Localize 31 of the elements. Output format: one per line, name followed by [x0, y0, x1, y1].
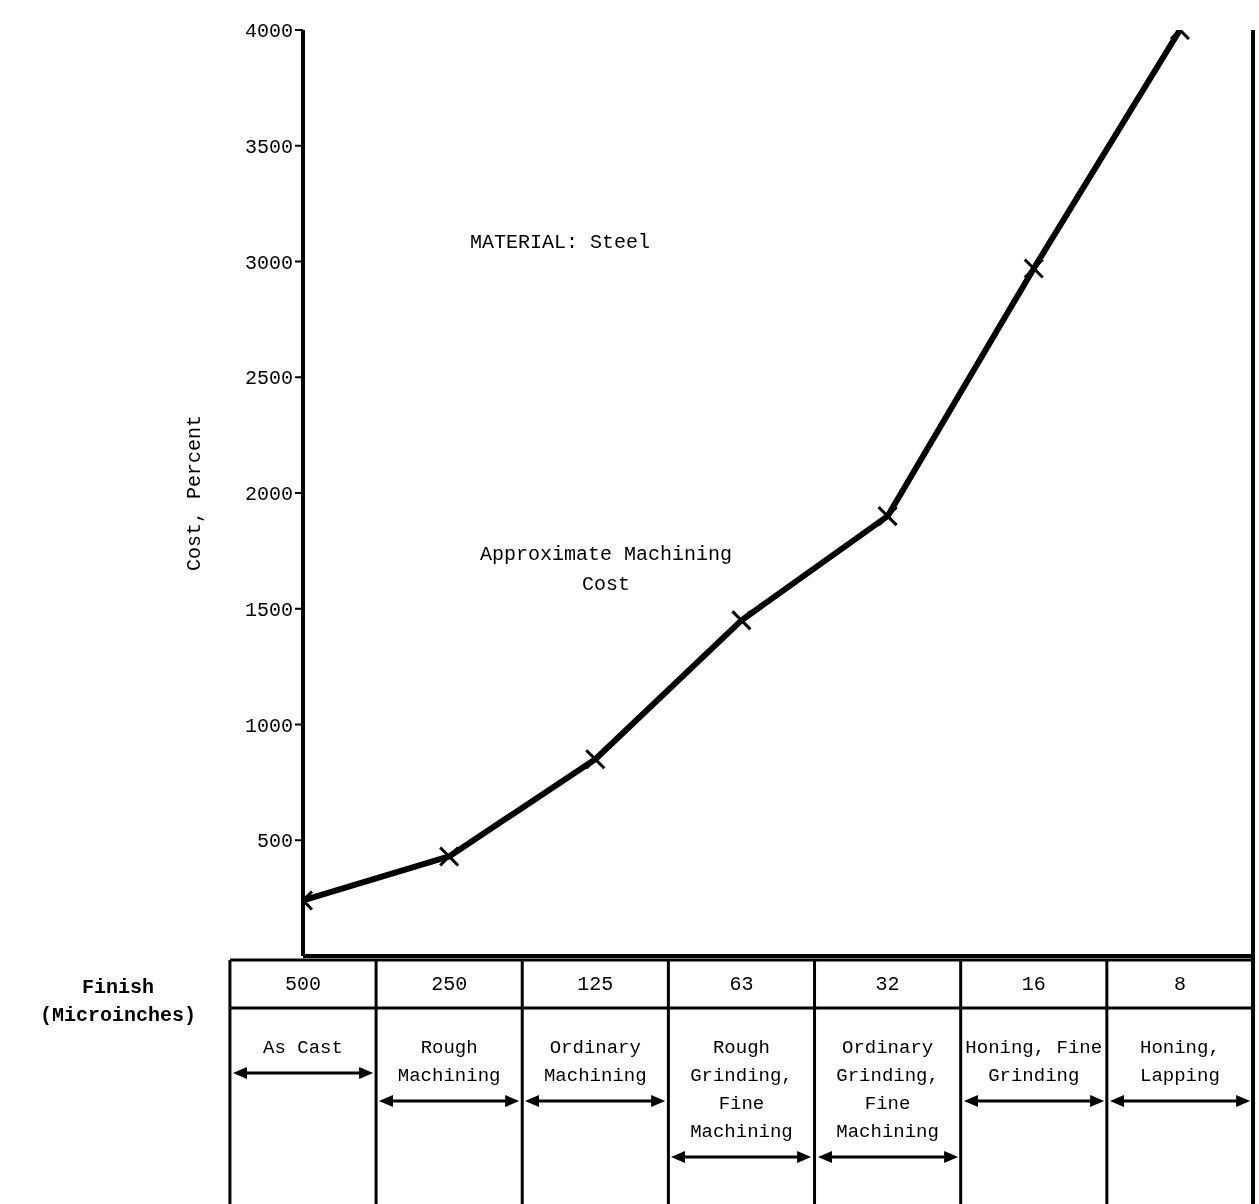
y-axis-title: Cost, Percent: [183, 414, 207, 572]
y-tick-label: 1000: [244, 714, 293, 738]
point: [730, 609, 752, 631]
text: Honing, Lapping: [1139, 1036, 1221, 1089]
x-tick-label: 8: [1173, 973, 1186, 997]
point: [1023, 257, 1045, 279]
y-tick-label: 500: [256, 830, 293, 854]
annotation: Approximate Machining Cost: [478, 542, 733, 598]
x-tick-label: 250: [431, 973, 468, 997]
x-tick-label: 16: [1021, 973, 1046, 997]
point: [877, 505, 899, 527]
text: Honing, Fine Grinding: [964, 1036, 1104, 1089]
y-tick-label: 3500: [244, 135, 293, 159]
x-tick-label: 125: [577, 973, 614, 997]
x-tick-label: 500: [284, 973, 322, 997]
text: Ordinary Machining: [542, 1036, 648, 1089]
x-tick-label: 32: [875, 973, 900, 997]
y-tick-label: 3000: [244, 251, 293, 275]
annotation: MATERIAL: Steel: [469, 230, 651, 256]
text: Ordinary Grinding, Fine Machining: [835, 1036, 940, 1145]
point: [584, 748, 606, 770]
x-axis-title: Finish (Microinches): [39, 975, 197, 1029]
text: Rough Grinding, Fine Machining: [689, 1036, 794, 1145]
text: As Cast: [262, 1036, 344, 1061]
y-tick-label: 2500: [244, 367, 293, 391]
text: Rough Machining: [396, 1036, 502, 1089]
y-tick-label: 4000: [244, 20, 293, 44]
x-tick-label: 63: [729, 973, 754, 997]
y-tick-label: 2000: [244, 483, 293, 507]
y-tick-label: 1500: [244, 598, 293, 622]
point: [438, 845, 460, 867]
